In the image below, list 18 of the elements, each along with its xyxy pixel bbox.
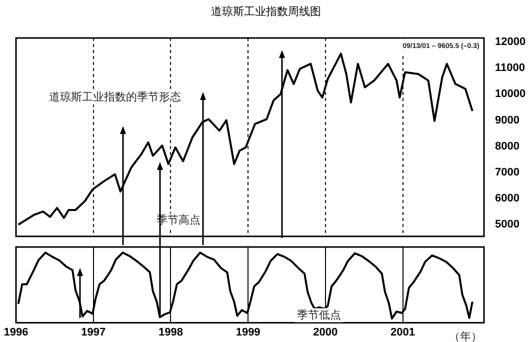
- y-tick-label: 8000: [495, 140, 520, 152]
- y-tick-label: 10000: [495, 88, 526, 100]
- y-tick-label: 7000: [495, 166, 520, 178]
- x-tick-label: 2000: [313, 326, 338, 338]
- x-tick-label: 1998: [158, 326, 183, 338]
- x-tick-label: 1997: [81, 326, 106, 338]
- y-tick-label: 12000: [495, 36, 526, 48]
- y-tick-label: 5000: [495, 218, 520, 231]
- x-tick-label: 1999: [236, 326, 260, 338]
- y-tick-label: 11000: [495, 62, 525, 74]
- x-tick-label: 2001: [390, 326, 416, 338]
- annotation: 道琼斯工业指数的季节形态: [48, 90, 181, 104]
- chart-title: 道琼斯工业指数周线图: [210, 4, 322, 20]
- y-tick-label: 6000: [495, 192, 520, 205]
- x-axis-title: （年）: [449, 330, 482, 342]
- y-tick-label: 9000: [495, 114, 520, 126]
- annotation: 季节低点: [296, 308, 341, 322]
- x-tick-label: 1996: [4, 326, 28, 338]
